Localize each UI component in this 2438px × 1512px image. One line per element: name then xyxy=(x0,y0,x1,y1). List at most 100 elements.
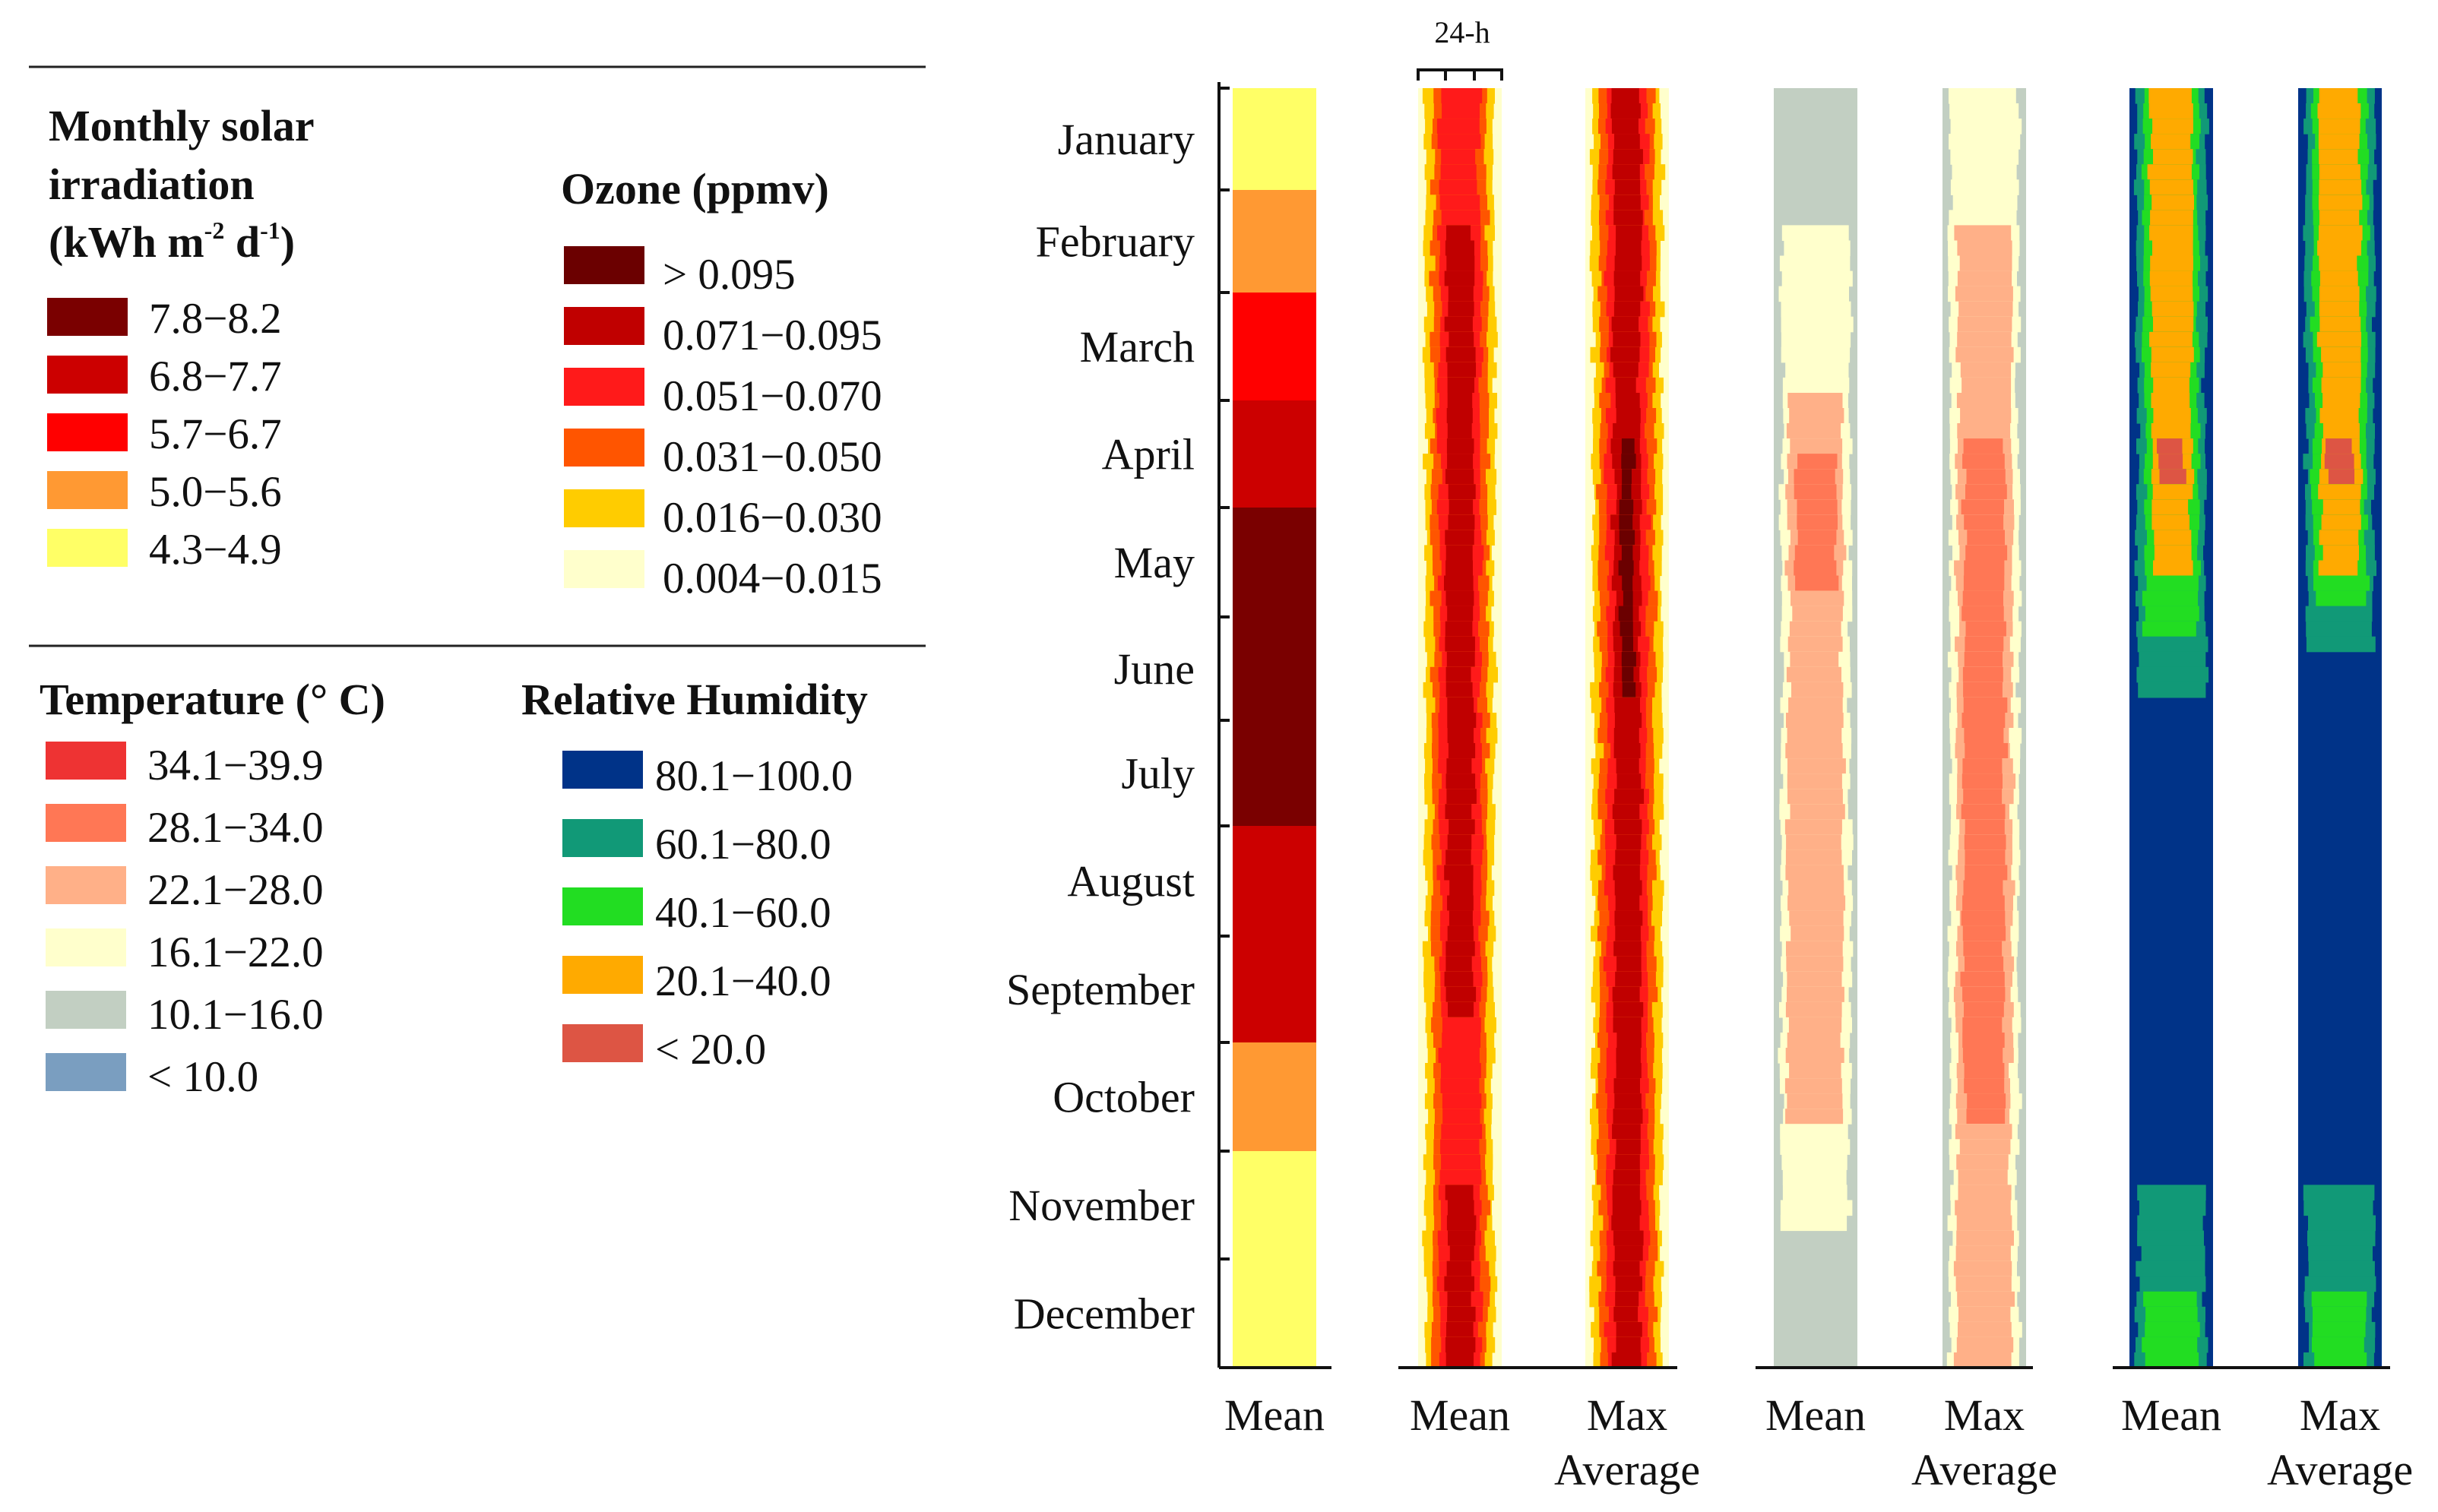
strip-2-1-band-r6-c1 xyxy=(2319,179,2362,195)
strip-0-0-band-r4-c2 xyxy=(1441,149,1476,165)
solar-cell-august xyxy=(1233,826,1316,937)
strip-0-1-band-r46-c1 xyxy=(1614,789,1645,805)
strip-1-1-band-r11-c2 xyxy=(1959,255,2012,272)
strip-0-0-band-r31-c1 xyxy=(1445,560,1473,577)
strip-2-0-band-r80-c2 xyxy=(2145,1306,2198,1323)
strip-0-0-band-r9-c1 xyxy=(1446,225,1471,241)
strip-2-0-band-r13-c1 xyxy=(2150,286,2193,302)
ozone-legend-swatch-5 xyxy=(564,550,644,588)
strip-2-1-band-r23-c0 xyxy=(2326,438,2352,454)
strip-0-0-band-r32-c1 xyxy=(1444,575,1474,592)
strip-1-1-band-r23-c1 xyxy=(1963,438,2003,454)
strip-2-0-band-r32-c2 xyxy=(2146,575,2199,592)
strip-1-0-band-r30-c1 xyxy=(1794,545,1835,561)
strip-1-1-band-r67-c1 xyxy=(1966,1109,2006,1125)
strip-0-0-band-r71-c2 xyxy=(1439,1169,1482,1185)
strip-1-1-band-r36-c1 xyxy=(1965,636,2004,653)
strip-2-0-band-r7-c1 xyxy=(2151,195,2194,210)
temperature-legend-label-4: 10.1−16.0 xyxy=(147,991,324,1039)
strip-2-1-band-r72-c3 xyxy=(2303,1185,2375,1200)
solar-legend-swatch-0 xyxy=(47,298,128,336)
strip-0-1-band-r3-c1 xyxy=(1614,134,1640,150)
column-label-solar-mean: Mean xyxy=(1224,1390,1325,1440)
strip-1-0-band-r13-c3 xyxy=(1778,286,1849,302)
solar-title-unit: (kWh m xyxy=(49,217,204,267)
strip-0-1-band-r38-c0 xyxy=(1622,666,1634,683)
strip-0-0-band-r17-c1 xyxy=(1445,346,1476,363)
strip-2-1-band-r24-c0 xyxy=(2324,454,2354,470)
strip-2-1-band-r79-c2 xyxy=(2311,1291,2367,1308)
strip-2-0-band-r8-c1 xyxy=(2150,210,2193,226)
strip-0-0-band-r19-c1 xyxy=(1447,377,1474,394)
strip-1-0-band-r39-c2 xyxy=(1791,682,1844,698)
strip-0-0-band-r46-c1 xyxy=(1446,789,1477,805)
strip-0-0-band-r70-c2 xyxy=(1441,1154,1480,1170)
strip-1-1-band-r46-c1 xyxy=(1963,789,2003,805)
strip-1-0-band-r33-c2 xyxy=(1791,590,1844,607)
strip-0-1-band-r43-c1 xyxy=(1613,743,1641,759)
strip-0-1-band-r13-c1 xyxy=(1614,286,1644,302)
temperature-legend-title: Temperature (° C) xyxy=(40,675,385,724)
solar-legend-label-4: 4.3−4.9 xyxy=(149,526,282,574)
solar-cell-september xyxy=(1233,936,1316,1043)
strip-1-1-band-r21-c2 xyxy=(1960,408,2012,424)
strip-1-0-band-r73-c3 xyxy=(1780,1200,1853,1216)
month-label-september: September xyxy=(1006,965,1195,1014)
strip-0-1-band-r12-c1 xyxy=(1613,270,1641,287)
strip-2-1-band-r80-c2 xyxy=(2313,1306,2367,1323)
strip-0-1-band-r26-c0 xyxy=(1621,484,1632,500)
month-label-may: May xyxy=(1114,538,1195,587)
solar-legend-swatch-4 xyxy=(47,529,128,567)
humidity-legend-swatch-0 xyxy=(562,751,643,789)
strip-0-1-band-r21-c1 xyxy=(1616,408,1641,424)
strip-2-1-band-r76-c3 xyxy=(2308,1245,2373,1262)
strip-1-1-band-r31-c1 xyxy=(1964,560,2005,577)
strip-1-0-band-r66-c2 xyxy=(1787,1093,1843,1109)
strip-2-0-band-r76-c3 xyxy=(2141,1245,2205,1262)
strip-0-1-band-r44-c1 xyxy=(1616,758,1639,774)
strip-1-0-band-r36-c2 xyxy=(1787,636,1843,653)
temperature-legend-label-5: < 10.0 xyxy=(147,1053,258,1101)
strip-0-1-band-r59-c1 xyxy=(1612,986,1640,1003)
column-label-0-1-line1: Max xyxy=(1587,1390,1667,1440)
strip-2-0-band-r4-c1 xyxy=(2153,149,2193,165)
strip-2-1-band-r30-c1 xyxy=(2322,545,2359,561)
strip-2-1-band-r1-c1 xyxy=(2317,103,2361,119)
ozone-legend-swatch-4 xyxy=(564,489,644,527)
strip-1-1-band-r32-c1 xyxy=(1963,575,2005,592)
solar-cell-april xyxy=(1233,400,1316,508)
strip-0-1-band-r32-c0 xyxy=(1622,575,1633,592)
strip-2-0-band-r23-c0 xyxy=(2157,438,2183,454)
solar-cell-june xyxy=(1233,617,1316,721)
strip-1-1-band-r68-c2 xyxy=(1955,1124,2012,1140)
strip-0-0-band-r14-c1 xyxy=(1448,301,1474,318)
strip-2-1-band-r77-c3 xyxy=(2308,1261,2375,1277)
strip-2-1-band-r36-c3 xyxy=(2306,636,2376,653)
strip-1-0-band-r10-c3 xyxy=(1784,240,1851,257)
strip-0-0-band-r48-c1 xyxy=(1449,819,1475,835)
strip-1-0-band-r37-c2 xyxy=(1790,651,1839,668)
strip-0-1-band-r42-c1 xyxy=(1613,728,1639,744)
strip-0-1-band-r69-c1 xyxy=(1616,1139,1641,1155)
month-label-march: March xyxy=(1080,322,1195,372)
humidity-legend-swatch-3 xyxy=(562,956,643,994)
strip-1-1-band-r24-c1 xyxy=(1962,454,2005,470)
strip-1-0-band-r62-c2 xyxy=(1787,1033,1841,1049)
month-label-november: November xyxy=(1008,1181,1195,1230)
strip-1-1-band-r2-c3 xyxy=(1950,119,2022,134)
solar-legend-swatch-2 xyxy=(47,413,128,451)
24h-label: 24-h xyxy=(1434,15,1490,49)
month-label-december: December xyxy=(1014,1289,1195,1339)
strip-2-1-band-r31-c1 xyxy=(2318,560,2358,577)
ozone-legend-swatch-1 xyxy=(564,307,644,345)
strip-1-1-band-r66-c1 xyxy=(1967,1093,2006,1109)
month-label-august: August xyxy=(1067,857,1195,906)
strip-2-0-band-r27-c1 xyxy=(2151,499,2189,515)
strip-1-1-band-r12-c2 xyxy=(1957,270,2012,287)
strip-2-0-band-r10-c1 xyxy=(2152,240,2193,257)
strip-2-0-band-r2-c1 xyxy=(2152,119,2193,134)
solar-legend-swatch-1 xyxy=(47,356,128,394)
strip-1-1-band-r27-c1 xyxy=(1961,499,2004,515)
strip-0-0-band-r28-c1 xyxy=(1448,514,1475,530)
